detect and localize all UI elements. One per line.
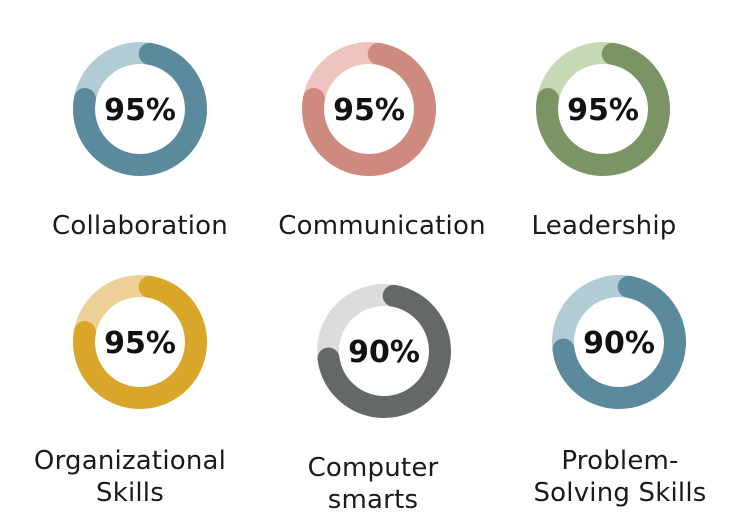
percent-label: 95%	[104, 326, 176, 361]
donut-collaboration: 95%	[73, 42, 207, 176]
percent-label: 90%	[583, 326, 655, 361]
skill-label-leadership: Leadership	[531, 211, 677, 241]
donut-problem-solving-skills: 90%	[552, 275, 686, 409]
donut-value-arc	[73, 42, 207, 176]
skill-label-collaboration: Collaboration	[52, 211, 228, 241]
donut-communication: 95%	[302, 42, 436, 176]
percent-label: 95%	[104, 93, 176, 128]
donut-leadership: 95%	[536, 42, 670, 176]
donut-value-arc	[552, 275, 686, 409]
donut-value-arc	[536, 42, 670, 176]
percent-label: 95%	[333, 93, 405, 128]
percent-label: 95%	[567, 93, 639, 128]
donut-computer-smarts: 90%	[317, 284, 451, 418]
donut-organizational-skills: 95%	[73, 275, 207, 409]
skill-label-computer-smarts: Computer smarts	[307, 453, 439, 515]
donut-value-arc	[302, 42, 436, 176]
donut-value-arc	[317, 284, 451, 418]
skill-label-communication: Communication	[278, 211, 486, 241]
donut-value-arc	[73, 275, 207, 409]
skill-label-problem-solving-skills: Problem-Solving Skills	[533, 446, 707, 508]
percent-label: 90%	[348, 335, 420, 370]
skill-label-organizational-skills: Organizational Skills	[33, 446, 227, 508]
